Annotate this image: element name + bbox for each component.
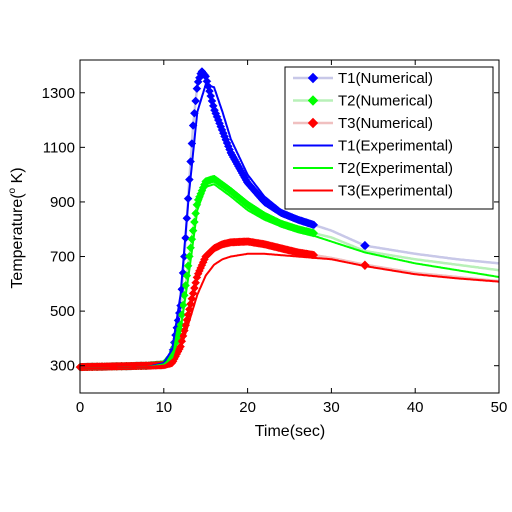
plot-area — [75, 67, 500, 372]
series-line — [80, 240, 500, 369]
legend-label: T3(Numerical) — [338, 115, 433, 132]
y-tick-label: 900 — [50, 194, 75, 211]
data-point — [186, 299, 195, 309]
data-point — [360, 240, 370, 251]
legend-label: T2(Numerical) — [338, 93, 433, 110]
x-tick-label: 10 — [155, 399, 172, 416]
legend-item: T1(Experimental) — [293, 138, 453, 155]
y-tick-label: 1300 — [42, 85, 75, 102]
x-tick-label: 30 — [323, 399, 340, 416]
legend-item: T2(Numerical) — [293, 93, 433, 110]
legend-box — [284, 66, 494, 210]
x-axis-label: Time(sec) — [255, 423, 326, 440]
y-axis-label-sup: o — [7, 187, 18, 193]
legend-label: T1(Numerical) — [338, 70, 433, 87]
legend-item: T2(Experimental) — [293, 160, 453, 177]
y-axis-label: Temperature(o K) — [7, 167, 26, 288]
legend: T1(Numerical) T2(Numerical) T3(Numerical) T… — [284, 66, 494, 210]
y-tick-label: 300 — [50, 358, 75, 375]
data-point — [190, 283, 199, 293]
y-tick-label: 500 — [50, 303, 75, 320]
data-point — [187, 294, 197, 304]
legend-item: T1(Numerical) — [293, 70, 433, 87]
legend-marker — [307, 95, 319, 106]
x-tick-label: 40 — [407, 399, 424, 416]
legend-item: T3(Experimental) — [293, 183, 453, 200]
legend-marker — [307, 72, 319, 84]
legend-label: T3(Experimental) — [338, 183, 453, 200]
legend-marker — [307, 117, 319, 129]
legend-item: T3(Numerical) — [293, 115, 433, 132]
legend-label: T1(Experimental) — [338, 138, 453, 155]
y-tick-label: 1100 — [43, 139, 75, 156]
y-tick-label: 700 — [50, 249, 75, 266]
y-axis-label-suffix: K) — [9, 167, 26, 187]
series-T3(Experimental) — [80, 252, 499, 370]
x-tick-label: 20 — [239, 399, 256, 416]
plot-frame — [79, 59, 500, 394]
y-axis-label-prefix: Temperature( — [9, 193, 26, 289]
legend-label: T2(Experimental) — [338, 160, 453, 177]
x-tick-label: 0 — [76, 399, 84, 416]
x-tick-label: 50 — [491, 399, 508, 416]
data-point — [192, 84, 202, 94]
axes: 0 10 20 30 40 50 300 500 700 900 1100 1300 — [42, 60, 508, 416]
data-point — [191, 96, 200, 106]
